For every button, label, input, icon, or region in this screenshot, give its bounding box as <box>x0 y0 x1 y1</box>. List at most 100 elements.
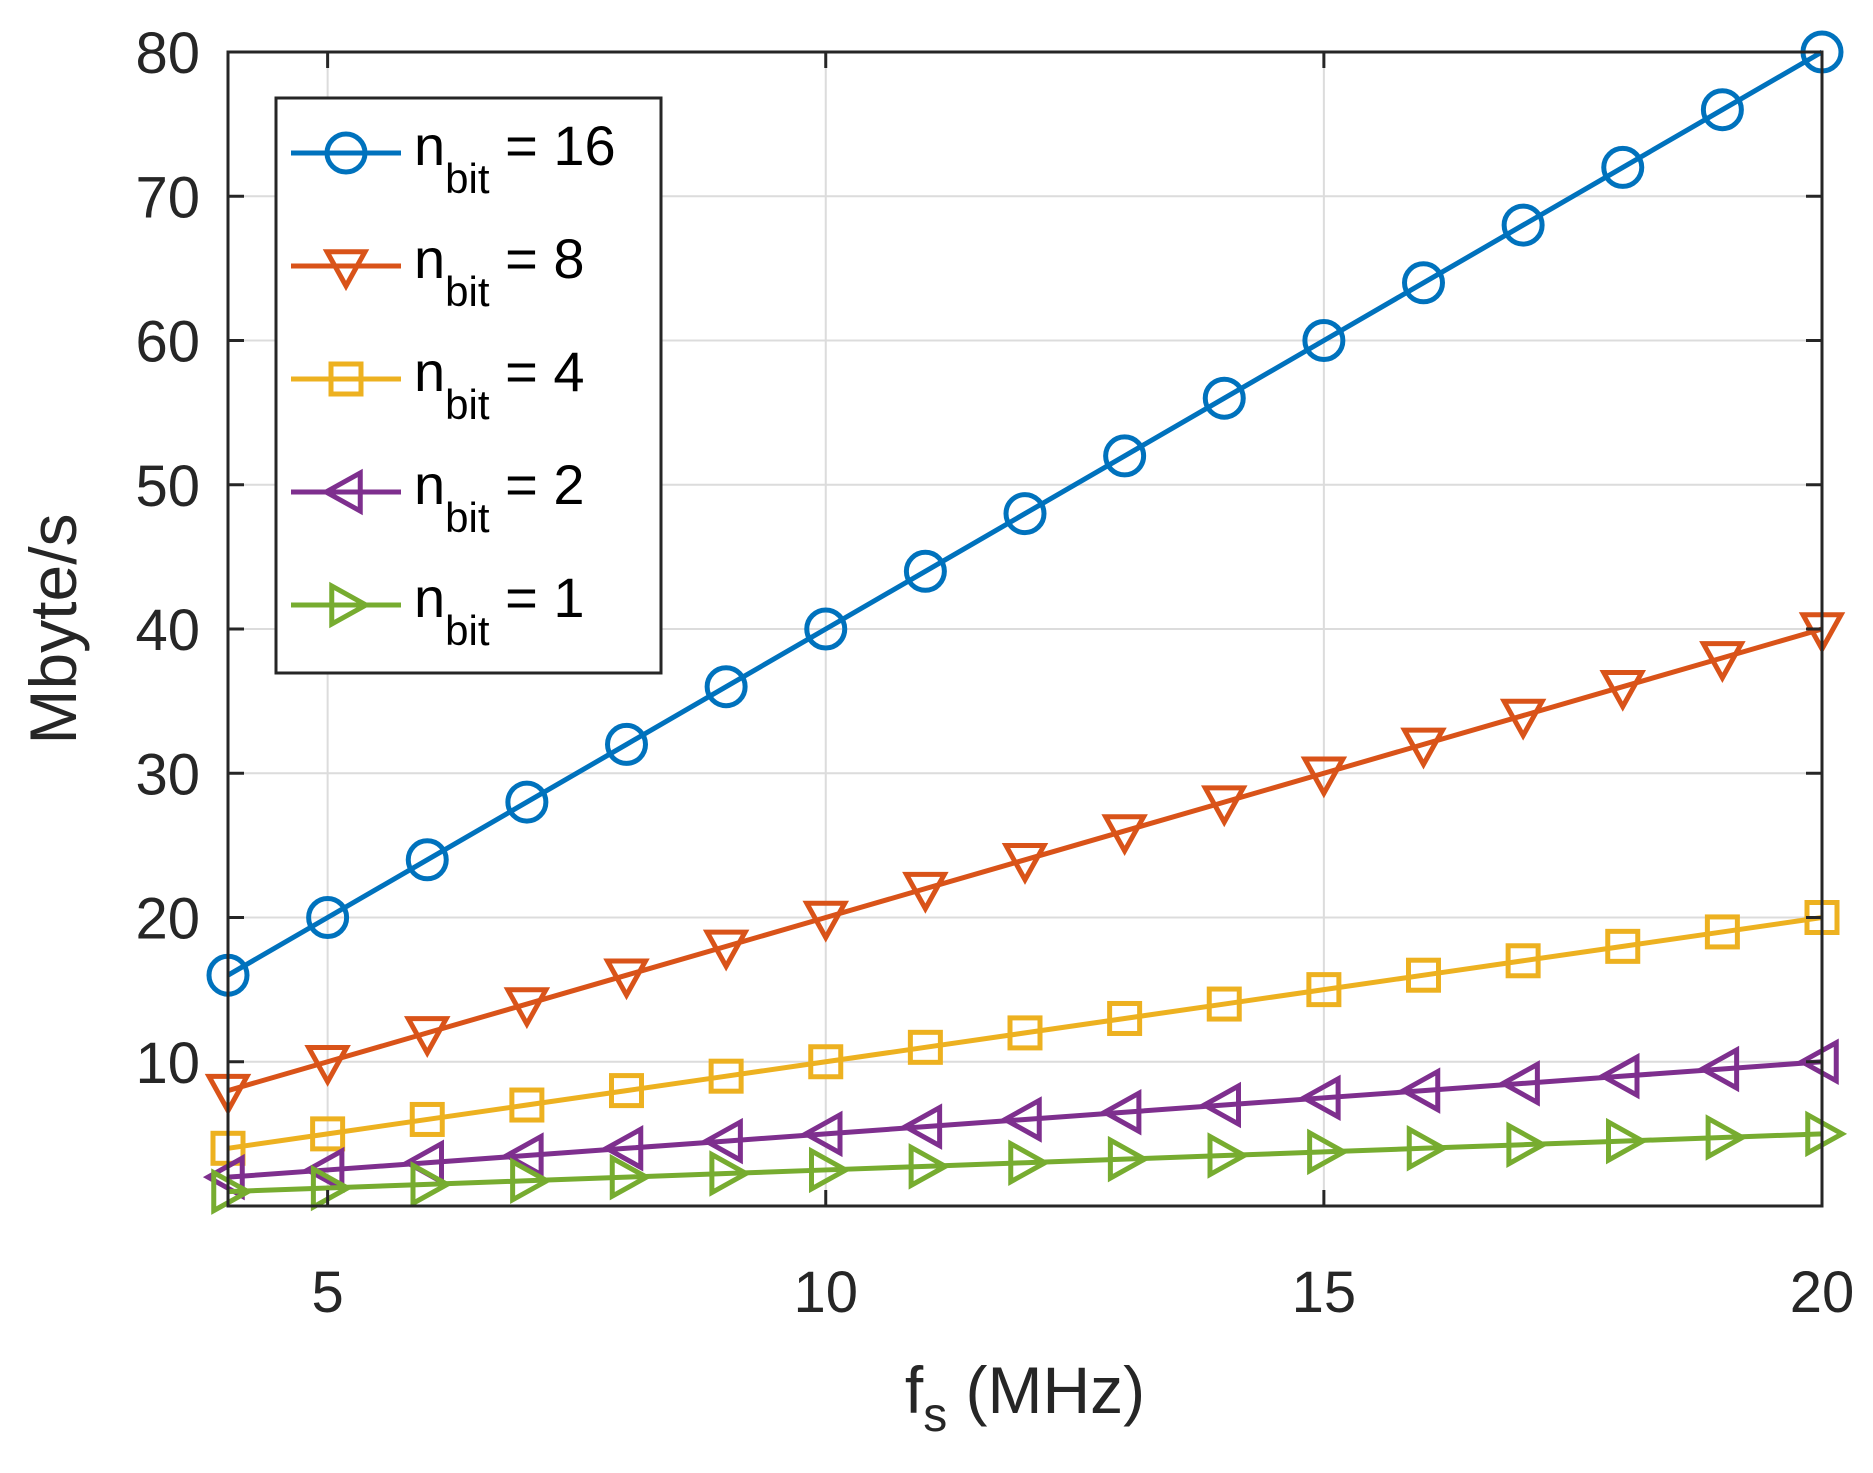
y-tick-label: 80 <box>135 21 200 86</box>
data-point <box>1302 319 1346 362</box>
series-3 <box>210 900 1840 1166</box>
data-point <box>501 1132 544 1179</box>
data-point <box>509 1087 545 1123</box>
data-point <box>1605 928 1641 964</box>
data-point <box>1506 1121 1549 1168</box>
data-point <box>1207 1132 1250 1179</box>
series-line <box>227 626 1823 1094</box>
data-point <box>701 1117 743 1165</box>
legend-label: nbit = 4 <box>414 340 584 428</box>
legend-entry: nbit = 16 <box>291 114 616 202</box>
data-point <box>1306 972 1342 1008</box>
data-point <box>510 1157 552 1205</box>
data-point <box>1008 1139 1051 1186</box>
data-point <box>1499 698 1547 741</box>
data-point <box>609 1073 644 1109</box>
y-tick-label: 60 <box>135 310 200 375</box>
series-line <box>226 49 1824 978</box>
legend-swatch-marker <box>329 581 372 629</box>
data-point <box>505 780 549 824</box>
legend-entry: nbit = 1 <box>291 566 584 654</box>
data-point <box>900 1103 943 1150</box>
legend-label: nbit = 8 <box>414 227 584 315</box>
x-tick-label: 10 <box>793 1260 858 1325</box>
series-4 <box>202 1038 1839 1201</box>
data-point <box>1101 814 1148 857</box>
legend-label: nbit = 1 <box>414 566 584 654</box>
legend-entry: nbit = 2 <box>291 453 584 541</box>
data-point <box>709 1150 752 1197</box>
data-point <box>1007 1015 1043 1051</box>
data-point <box>999 1096 1042 1143</box>
data-point <box>405 838 449 882</box>
axis-ticks <box>228 50 1824 1206</box>
legend-label-suffix: = 1 <box>490 566 585 629</box>
legend-label-suffix: = 16 <box>490 114 616 177</box>
data-point <box>1599 669 1646 712</box>
data-point <box>211 1168 254 1215</box>
x-tick-label: 15 <box>1292 1260 1357 1325</box>
x-axis-label-main: f <box>905 1353 924 1427</box>
data-point <box>410 1161 453 1208</box>
data-point <box>1700 88 1744 132</box>
legend-box <box>274 96 663 675</box>
legend-label: nbit = 2 <box>414 453 584 541</box>
data-point <box>808 1044 844 1080</box>
legend-label-sub: bit <box>445 268 490 315</box>
data-point <box>1699 641 1746 683</box>
data-point <box>1501 203 1545 247</box>
data-point <box>1498 1060 1540 1107</box>
data-point <box>809 1146 851 1194</box>
data-point <box>1597 1052 1640 1100</box>
y-tick-label: 30 <box>135 742 200 807</box>
legend-swatch-marker <box>324 131 368 175</box>
data-point <box>601 1125 644 1172</box>
data-point <box>1099 1088 1142 1136</box>
data-point <box>1697 1045 1740 1093</box>
data-point <box>1505 943 1541 979</box>
data-point <box>704 665 748 709</box>
data-point <box>804 607 848 651</box>
series-layer <box>202 30 1848 1215</box>
data-point <box>1406 1125 1449 1172</box>
data-point <box>409 1101 445 1137</box>
data-point <box>1307 1128 1349 1176</box>
data-point <box>1103 434 1147 478</box>
data-point <box>603 958 650 1001</box>
axis-tick-labels: 5 10 15 20 10 20 30 40 50 60 70 80 <box>135 21 1854 1325</box>
data-point <box>1398 1067 1441 1114</box>
data-point <box>1201 785 1248 828</box>
data-point <box>1206 986 1242 1022</box>
legend-label-sub: bit <box>445 155 490 202</box>
x-axis-label-suffix: (MHz) <box>947 1353 1145 1427</box>
series-5 <box>211 1110 1848 1215</box>
data-point <box>1402 261 1445 305</box>
legend-label-main: n <box>414 566 445 629</box>
legend-label-main: n <box>414 453 445 516</box>
legend-label-main: n <box>414 114 445 177</box>
data-point <box>1796 1038 1839 1085</box>
x-axis-label: fs (MHz) <box>905 1353 1145 1442</box>
data-point <box>1704 914 1740 950</box>
data-point <box>202 1153 245 1201</box>
data-point <box>1300 756 1348 799</box>
data-point <box>800 1110 843 1158</box>
y-tick-label: 40 <box>135 598 200 663</box>
x-tick-label: 5 <box>311 1260 343 1325</box>
data-point <box>1606 1117 1648 1165</box>
data-point <box>1406 957 1441 993</box>
legend-label-suffix: = 8 <box>490 227 585 290</box>
data-point <box>306 896 350 939</box>
y-tick-label: 50 <box>135 454 200 519</box>
data-point <box>404 1016 451 1058</box>
data-point <box>609 1153 652 1201</box>
data-point <box>1298 1074 1341 1122</box>
x-tick-label: 20 <box>1790 1260 1855 1325</box>
y-tick-label: 20 <box>135 887 200 952</box>
data-point <box>605 722 648 766</box>
y-tick-label: 10 <box>135 1031 200 1096</box>
data-point <box>304 1045 351 1087</box>
data-point <box>708 1058 744 1094</box>
